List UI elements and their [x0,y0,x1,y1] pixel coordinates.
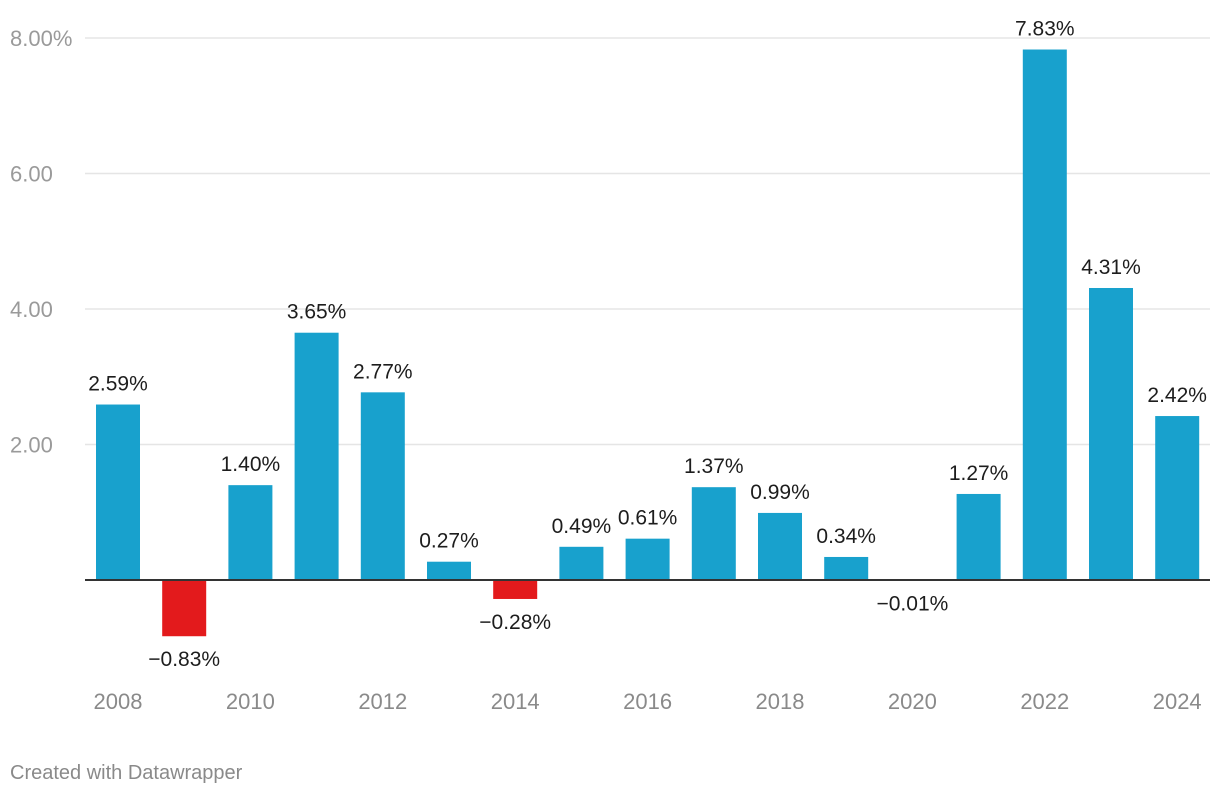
bar-2018 [758,512,802,580]
data-label-2010: 1.40% [221,453,281,476]
data-label-2011: 3.65% [287,301,347,324]
bar-2017 [691,487,736,580]
data-label-2016: 0.61% [618,507,678,530]
data-label-2014: −0.28% [479,611,551,634]
credit-text: Created with Datawrapper [10,762,243,784]
x-tick-label: 2024 [1153,689,1202,714]
x-tick-label: 2008 [94,689,143,714]
bar-2010 [228,485,273,580]
x-tick-label: 2022 [1020,689,1069,714]
data-label-2018: 0.99% [750,481,810,504]
x-axis-tick-labels: 2008 2010 2012 2014 2016 2018 2020 2022 2024 [94,689,1202,714]
data-label-2019: 0.34% [816,525,876,548]
x-tick-label: 2018 [756,689,805,714]
data-label-2017: 1.37% [684,455,744,478]
x-tick-label: 2012 [358,689,407,714]
bar-2022 [1022,49,1067,580]
bar-2008 [96,404,140,580]
y-tick-label: 8.00% [10,26,72,51]
y-axis-tick-labels: 2.00 4.00 6.00 8.00% [10,26,72,458]
data-label-2009: −0.83% [148,648,220,671]
data-labels: 2.59% −0.83% 1.40% 3.65% 2.77% 0.27% −0.28% 0.4… [88,18,1207,672]
data-label-2008: 2.59% [88,373,148,396]
bar-2024 [1155,416,1200,580]
bar-2019 [824,556,869,580]
bar-2011 [294,332,339,580]
data-label-2012: 2.77% [353,360,413,383]
bar-2014 [493,580,538,599]
data-label-2015: 0.49% [552,515,612,538]
bar-2009 [162,580,207,637]
bars [96,49,1200,637]
data-label-2024: 2.42% [1147,384,1207,407]
data-label-2022: 7.83% [1015,18,1075,41]
x-tick-label: 2010 [226,689,275,714]
y-tick-label: 6.00 [10,162,53,187]
bar-2023 [1089,287,1133,580]
x-tick-label: 2014 [491,689,540,714]
y-tick-label: 4.00 [10,297,53,322]
data-label-2013: 0.27% [419,530,479,553]
gridlines [85,37,1210,446]
bar-2016 [625,538,670,580]
x-tick-label: 2016 [623,689,672,714]
bar-2013 [427,561,471,580]
data-label-2020: −0.01% [876,593,948,616]
bar-2015 [559,546,604,580]
bar-chart: 2.004.006.008.00% 2.59%−0.83%1.40%3.65%2… [10,18,1210,714]
data-label-2021: 1.27% [949,462,1009,485]
y-tick-label: 2.00 [10,433,53,458]
bar-2012 [360,392,405,580]
data-label-2023: 4.31% [1081,256,1141,279]
x-tick-label: 2020 [888,689,937,714]
bar-2021 [956,493,1001,580]
